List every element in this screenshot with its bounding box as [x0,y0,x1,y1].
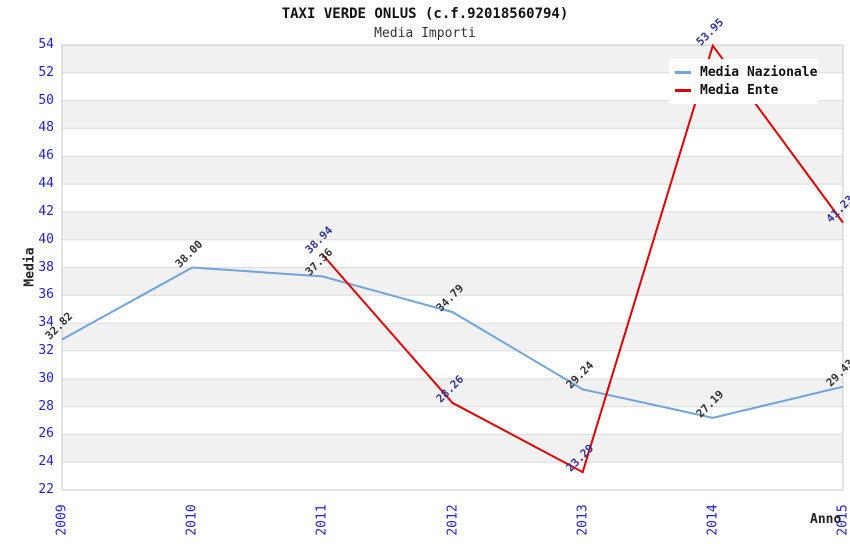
legend-line-marker [675,71,691,75]
y-tick-label: 46 [38,148,54,164]
grid-band [62,267,843,296]
y-tick-label: 36 [38,287,54,303]
grid-band [62,434,843,463]
x-tick-label: 2009 [54,504,70,536]
y-tick-label: 40 [38,231,54,247]
legend-item: Media Nazionale [675,64,817,82]
grid-band [62,211,843,240]
grid-band [62,156,843,185]
grid-band [62,100,843,129]
y-tick-label: 54 [38,37,54,52]
y-axis-title: Media [22,247,38,287]
y-tick-label: 26 [38,426,54,442]
y-tick-label: 28 [38,398,54,414]
y-tick-label: 48 [38,120,54,136]
legend: Media Nazionale Media Ente [669,59,818,104]
y-tick-label: 34 [38,315,54,331]
y-tick-label: 30 [38,370,54,386]
chart-subtitle: Media Importi [374,26,476,41]
x-tick-label: 2014 [705,504,721,536]
x-tick-label: 2012 [445,504,460,536]
y-tick-label: 42 [38,203,54,219]
legend-line-marker [675,88,691,92]
y-tick-label: 50 [38,92,54,108]
x-axis-title: Anno [810,512,842,527]
series-line-media-nazionale [61,266,844,419]
y-tick-label: 22 [38,482,54,497]
chart-title: TAXI VERDE ONLUS (c.f.92018560794) [281,6,569,22]
plot-border [61,44,844,491]
series-line-media-ente [321,43,844,474]
y-tick-label: 44 [38,176,54,192]
x-tick-label: 2011 [314,504,330,536]
x-tick-label: 2010 [184,504,200,536]
y-tick-label: 38 [38,259,54,275]
grid-band [62,323,843,351]
legend-label: Media Ente [700,82,779,98]
legend-item: Media Ente [675,82,812,100]
legend-label: Media Nazionale [700,65,818,81]
y-tick-label: 32 [38,342,54,358]
y-tick-label: 24 [38,454,54,470]
y-tick-label: 52 [38,64,54,80]
x-tick-label: 2013 [575,504,591,536]
